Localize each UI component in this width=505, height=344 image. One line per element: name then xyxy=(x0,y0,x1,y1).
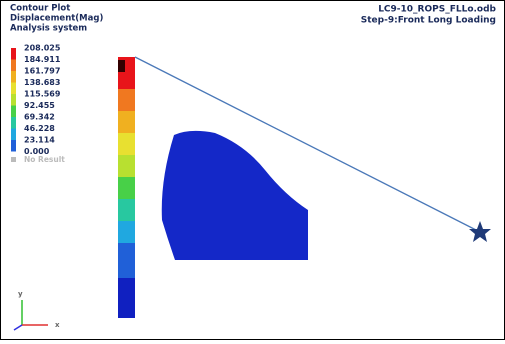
legend-swatch xyxy=(11,129,16,141)
legend-value: 46.228 xyxy=(24,124,55,133)
legend-swatch xyxy=(11,83,16,95)
legend-quantity: Displacement(Mag) xyxy=(10,14,103,24)
beam xyxy=(118,57,135,318)
legend-system: Analysis system xyxy=(10,24,87,34)
legend-swatch xyxy=(11,117,16,129)
legend-value: 23.114 xyxy=(24,136,55,145)
legend-value: 208.025 xyxy=(24,44,61,53)
legend-swatch xyxy=(11,71,16,83)
legend-title: Contour Plot xyxy=(10,4,70,14)
legend-value: 69.342 xyxy=(24,113,55,122)
step-name: Step-9:Front Long Loading xyxy=(361,16,496,26)
legend-swatch xyxy=(11,106,16,118)
legend-swatch xyxy=(11,94,16,106)
file-name: LC9-10_ROPS_FLLo.odb xyxy=(378,5,496,15)
no-result: No Result xyxy=(24,155,65,164)
viewport: Contour Plot Displacement(Mag) Analysis … xyxy=(0,0,505,340)
legend-swatch xyxy=(11,48,16,60)
no-result-swatch xyxy=(11,157,16,162)
legend-value: 138.683 xyxy=(24,78,60,87)
axis-x: x xyxy=(55,321,60,329)
legend-swatch xyxy=(11,60,16,72)
legend-value: 161.797 xyxy=(24,67,60,76)
axis-y: y xyxy=(18,290,23,298)
legend-value: 115.569 xyxy=(24,90,61,99)
legend-value: 92.455 xyxy=(24,101,55,110)
legend-swatch xyxy=(11,140,16,152)
legend-value: 184.911 xyxy=(24,55,61,64)
